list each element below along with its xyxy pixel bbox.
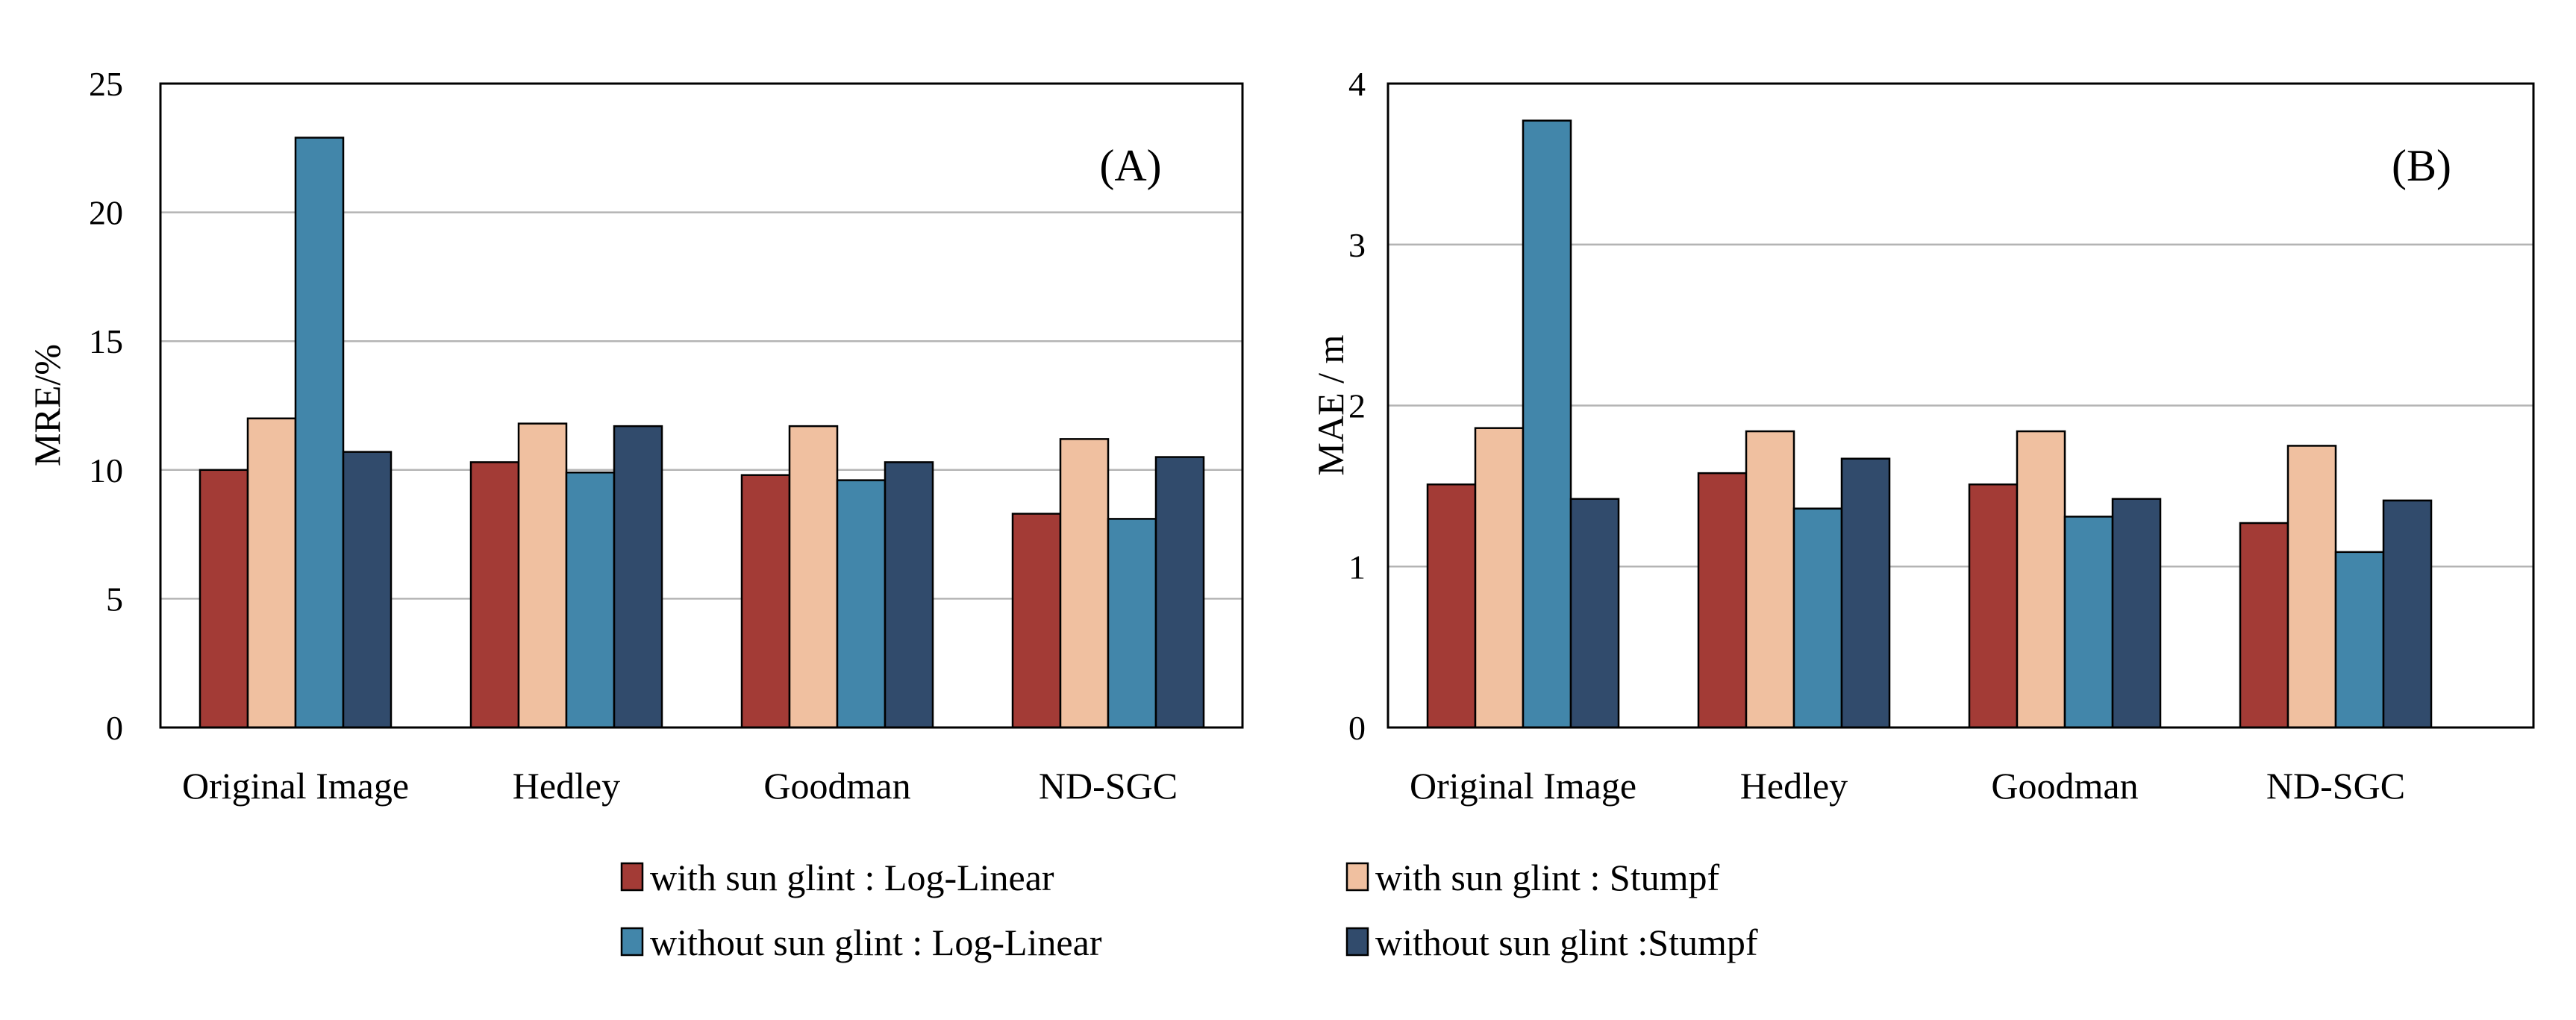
y-tick-label: 20 (89, 194, 123, 232)
bar-without-stumpf (1569, 498, 1620, 729)
bar-without-loglinear (1107, 518, 1157, 729)
legend-swatch (1345, 927, 1369, 957)
y-tick-label: 10 (89, 451, 123, 489)
bar-without-stumpf (2382, 499, 2433, 729)
x-tick-label: Original Image (182, 765, 409, 807)
y-tick-label: 0 (1348, 709, 1366, 747)
bar-with-stumpf (2016, 430, 2066, 729)
bar-without-loglinear (565, 472, 616, 729)
x-tick-label: ND-SGC (1039, 765, 1178, 807)
legend-item: with sun glint : Stumpf (1345, 857, 1720, 898)
legend-item: with sun glint : Log-Linear (620, 857, 1054, 898)
legend-item: without sun glint :Stumpf (1345, 922, 1758, 963)
bar-with-loglinear (1426, 483, 1477, 729)
y-tick-label: 3 (1348, 226, 1366, 264)
x-tick-label: Original Image (1410, 765, 1636, 807)
y-tick-label: 25 (89, 65, 123, 103)
y-tick-label: 4 (1348, 65, 1366, 103)
bar-with-loglinear (740, 474, 791, 729)
bar-without-loglinear (2063, 516, 2114, 729)
bar-with-loglinear (1968, 483, 2019, 729)
legend-label: without sun glint :Stumpf (1375, 922, 1758, 963)
bar-without-loglinear (294, 137, 345, 729)
bar-without-loglinear (1792, 507, 1843, 729)
legend: with sun glint : Log-Linear with sun glin… (620, 857, 1758, 963)
bar-with-loglinear (1697, 472, 1748, 729)
bar-with-stumpf (1474, 427, 1525, 729)
y-tick-label: 15 (89, 322, 123, 360)
bar-with-stumpf (2286, 445, 2337, 729)
plot-frame (1387, 82, 2535, 729)
bar-without-stumpf (1840, 457, 1891, 729)
y-tick-label: 0 (106, 709, 123, 747)
x-tick-label: Hedley (1740, 765, 1848, 807)
y-axis-label: MRE/% (26, 344, 68, 466)
bar-with-stumpf (246, 417, 297, 729)
bar-without-loglinear (2334, 551, 2385, 729)
legend-item: without sun glint : Log-Linear (620, 922, 1102, 963)
bar-with-loglinear (469, 461, 520, 729)
bar-without-stumpf (613, 425, 663, 729)
x-tick-label: Goodman (1991, 765, 2138, 807)
bar-without-stumpf (2111, 498, 2162, 729)
y-axis-label: MAE / m (1310, 334, 1351, 475)
bar-without-stumpf (884, 461, 934, 729)
bar-with-loglinear (1011, 513, 1062, 729)
bar-with-loglinear (198, 469, 249, 729)
x-tick-label: ND-SGC (2266, 765, 2405, 807)
legend-swatch (620, 927, 644, 957)
panel-label: (A) (1099, 141, 1161, 190)
chart-panel-b: 0 1 2 3 4 Original Image Hedley Goodman ND-SGC MA… (1310, 65, 2535, 807)
x-tick-label: Hedley (513, 765, 620, 807)
bar-without-loglinear (1522, 119, 1572, 729)
plot-frame (159, 82, 1244, 729)
y-tick-label: 1 (1348, 548, 1366, 586)
y-tick-label: 2 (1348, 387, 1366, 425)
bar-with-stumpf (1059, 438, 1110, 729)
y-tick-label: 5 (106, 580, 123, 618)
legend-label: without sun glint : Log-Linear (650, 922, 1102, 963)
bar-with-loglinear (2239, 522, 2289, 729)
x-tick-label: Goodman (763, 765, 910, 807)
bar-with-stumpf (788, 425, 839, 729)
legend-swatch (620, 862, 644, 892)
panel-label: (B) (2392, 141, 2451, 190)
bar-without-stumpf (342, 451, 393, 729)
bar-without-stumpf (1154, 456, 1205, 729)
legend-label: with sun glint : Stumpf (1375, 857, 1720, 898)
legend-label: with sun glint : Log-Linear (650, 857, 1054, 898)
bar-with-stumpf (1745, 430, 1795, 729)
chart-panel-a: 0 5 10 15 20 25 Original Image Hedley Goodman ND-… (26, 65, 1244, 807)
legend-swatch (1345, 862, 1369, 892)
bar-with-stumpf (517, 422, 568, 729)
bar-without-loglinear (836, 479, 887, 729)
